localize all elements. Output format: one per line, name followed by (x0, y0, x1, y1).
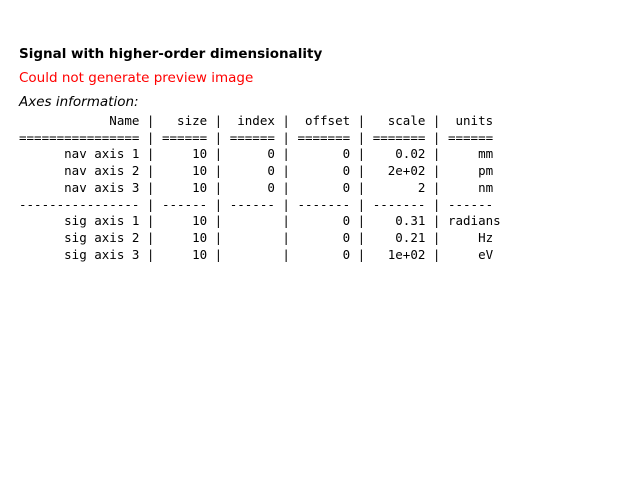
axes-table: Name | size | index | offset | scale | u… (19, 113, 501, 263)
axes-table-row-nav: nav axis 1 | 10 | 0 | 0 | 0.02 | mm (19, 146, 494, 162)
axes-info-heading: Axes information: (19, 94, 139, 110)
axes-table-header-rule: ================ | ====== | ====== | ===… (19, 129, 494, 145)
axes-table-row-sig: sig axis 2 | 10 | | 0 | 0.21 | Hz (19, 229, 494, 245)
axes-table-separator: ---------------- | ------ | ------ | ---… (19, 196, 494, 212)
signal-title: Signal with higher-order dimensionality (19, 46, 323, 62)
axes-table-header: Name | size | index | offset | scale | u… (19, 113, 494, 128)
signal-info-panel: Signal with higher-order dimensionality … (19, 46, 501, 263)
preview-error-message: Could not generate preview image (19, 70, 254, 86)
axes-table-row-sig: sig axis 1 | 10 | | 0 | 0.31 | radians (19, 213, 501, 229)
axes-table-row-nav: nav axis 3 | 10 | 0 | 0 | 2 | nm (19, 179, 494, 195)
axes-table-row-sig: sig axis 3 | 10 | | 0 | 1e+02 | eV (19, 246, 494, 262)
axes-table-row-nav: nav axis 2 | 10 | 0 | 0 | 2e+02 | pm (19, 163, 494, 179)
